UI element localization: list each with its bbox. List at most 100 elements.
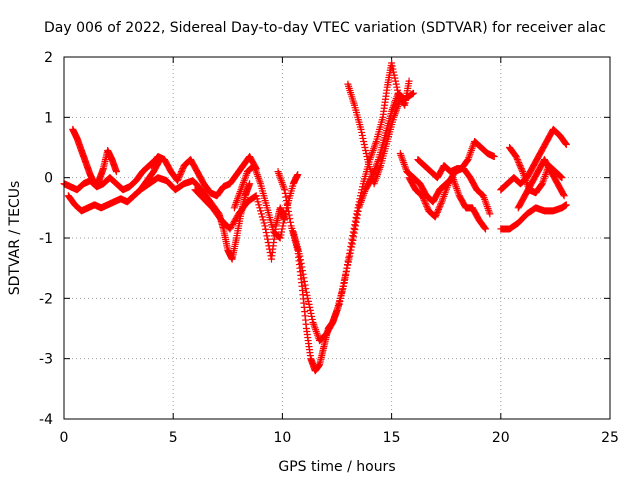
data-point-interp — [253, 195, 261, 203]
data-point-interp — [337, 291, 345, 299]
data-point-interp — [308, 312, 316, 320]
y-tick-label: 0 — [44, 171, 53, 187]
data-point-interp — [360, 137, 368, 145]
data-point-interp — [352, 222, 360, 230]
data-point-interp — [338, 288, 346, 296]
data-point-interp — [435, 205, 443, 213]
data-point-interp — [346, 252, 354, 260]
data-point-interp — [286, 218, 294, 226]
data-point-interp — [349, 236, 357, 244]
chart-title: Day 006 of 2022, Sidereal Day-to-day VTE… — [44, 20, 606, 36]
data-point-interp — [422, 201, 430, 209]
data-point-interp — [421, 199, 429, 207]
data-point — [482, 225, 490, 233]
data-point-interp — [281, 213, 289, 221]
data-point-interp — [436, 202, 444, 210]
data-point-interp — [279, 219, 287, 227]
data-point-interp — [285, 211, 293, 219]
data-point-interp — [352, 218, 360, 226]
data-point — [294, 171, 302, 179]
grid-lines — [64, 57, 610, 419]
data-point-interp — [515, 160, 523, 168]
data-point — [409, 89, 417, 97]
data-point-interp — [177, 168, 185, 176]
data-point-interp — [392, 77, 400, 85]
y-tick-label: -4 — [39, 412, 53, 428]
y-tick-label: -1 — [39, 231, 53, 247]
data-point-interp — [517, 163, 525, 171]
data-point-interp — [283, 200, 291, 208]
data-point — [388, 59, 396, 67]
series-group — [191, 186, 289, 263]
data-point-interp — [409, 90, 417, 98]
data-point-interp — [514, 157, 522, 165]
data-point-interp — [175, 174, 183, 182]
data-point-interp — [264, 235, 272, 243]
data-point — [302, 288, 310, 296]
x-axis-label: GPS time / hours — [278, 459, 395, 475]
data-point-interp — [390, 71, 398, 79]
data-point — [431, 213, 439, 221]
data-point-interp — [259, 216, 267, 224]
data-point-interp — [260, 219, 268, 227]
data-point-interp — [421, 198, 429, 206]
data-point-interp — [363, 153, 371, 161]
data-point-interp — [303, 291, 311, 299]
data-point-interp — [286, 215, 294, 223]
data-point-interp — [390, 68, 398, 76]
data-point-interp — [354, 207, 362, 215]
data-point — [335, 300, 343, 308]
data-point-interp — [340, 279, 348, 287]
data-point-interp — [347, 246, 355, 254]
data-point-interp — [515, 159, 523, 167]
data-point-interp — [350, 233, 358, 241]
data-point-interp — [281, 189, 289, 197]
data-point-interp — [304, 294, 312, 302]
data-point-interp — [518, 166, 526, 174]
data-point-interp — [434, 207, 442, 215]
data-point-interp — [562, 140, 570, 148]
data-point-interp — [557, 172, 565, 180]
data-point-interp — [282, 193, 290, 201]
data-point-interp — [392, 80, 400, 88]
data-point — [558, 174, 566, 182]
data-point — [562, 201, 570, 209]
data-point — [246, 180, 254, 188]
data-point-interp — [299, 270, 307, 278]
data-point-interp — [419, 193, 427, 201]
data-point — [348, 240, 356, 248]
data-point — [296, 252, 304, 260]
data-point-interp — [341, 273, 349, 281]
data-point-interp — [340, 276, 348, 284]
data-point-interp — [348, 243, 356, 251]
data-point-interp — [300, 277, 308, 285]
data-point-interp — [176, 171, 184, 179]
data-point-interp — [305, 300, 313, 308]
data-point-interp — [391, 74, 399, 82]
data-point-interp — [176, 172, 184, 180]
data-point — [490, 153, 498, 161]
data-point-interp — [278, 225, 286, 233]
data-point-interp — [362, 147, 370, 155]
data-point-interp — [559, 191, 567, 199]
data-point-interp — [344, 258, 352, 266]
data-point-interp — [435, 204, 443, 212]
data-point-interp — [419, 195, 427, 203]
data-point-interp — [306, 303, 314, 311]
data-point-interp — [389, 65, 397, 73]
plot-frame — [63, 56, 611, 420]
data-point-interp — [262, 229, 270, 237]
data-point-interp — [297, 256, 305, 264]
data-point — [112, 168, 120, 176]
data-point-interp — [336, 297, 344, 305]
data-point-interp — [308, 315, 316, 323]
data-point-interp — [361, 144, 369, 151]
data-point-interp — [262, 225, 270, 233]
data-point-interp — [359, 134, 367, 142]
data-point-interp — [277, 231, 285, 239]
series-group — [69, 125, 120, 188]
data-point-interp — [342, 267, 350, 275]
data-point-interp — [481, 224, 489, 232]
data-point — [418, 192, 426, 200]
